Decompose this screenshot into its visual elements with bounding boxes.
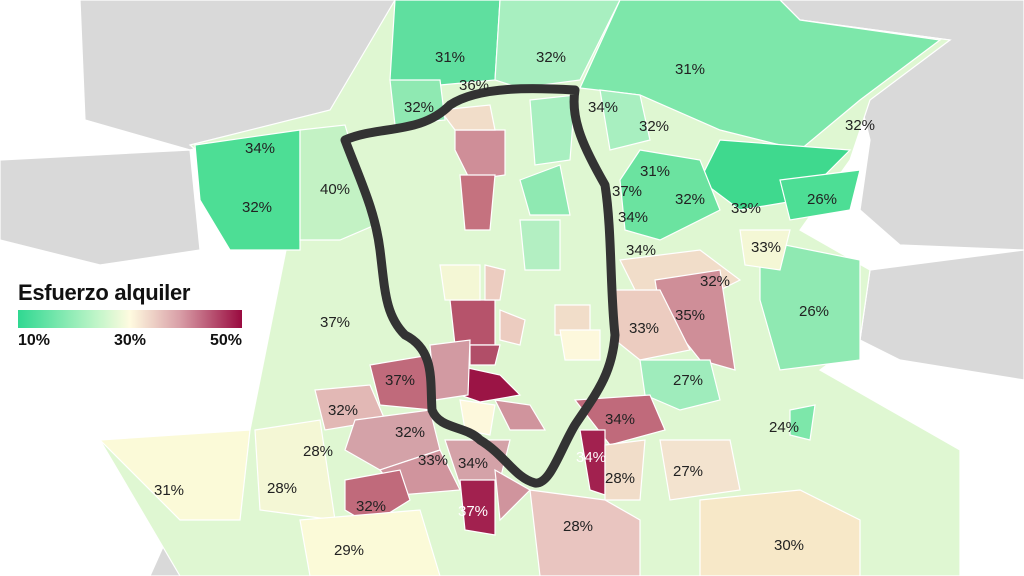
district-area [438, 104, 496, 131]
district-value-label: 31% [435, 49, 465, 66]
legend-title: Esfuerzo alquiler [18, 280, 191, 305]
district-value-label: 26% [807, 191, 837, 208]
district-value-label: 36% [459, 77, 489, 94]
district-value-label: 32% [675, 191, 705, 208]
district-value-label: 32% [845, 117, 875, 134]
district-value-label: 34% [245, 140, 275, 157]
legend-color-scale [18, 310, 242, 328]
district-area [604, 439, 646, 501]
district-area [699, 489, 861, 576]
district-area [389, 0, 501, 86]
district-value-label: 33% [418, 452, 448, 469]
district-value-label: 32% [356, 498, 386, 515]
district-value-label: 34% [458, 455, 488, 472]
district-area [789, 404, 816, 441]
district-area [459, 479, 496, 536]
districts [98, 0, 961, 576]
district-area [459, 399, 496, 436]
district-area [484, 264, 506, 301]
legend-tick-mid: 30% [113, 332, 147, 349]
district-value-label: 26% [799, 303, 829, 320]
district-value-label: 37% [458, 503, 488, 520]
district-area [429, 339, 471, 401]
district-area [469, 344, 501, 366]
district-area [194, 129, 301, 251]
district-area [449, 299, 496, 346]
district-value-label: 34% [605, 411, 635, 428]
district-area [599, 89, 651, 151]
district-area [529, 94, 576, 166]
district-value-label: 33% [629, 320, 659, 337]
legend: Esfuerzo alquiler 10% 30% 50% [18, 280, 242, 350]
district-area [493, 399, 547, 431]
district-area [779, 169, 861, 221]
district-value-label: 28% [605, 470, 635, 487]
district-area [619, 149, 721, 241]
district-value-label: 32% [639, 118, 669, 135]
district-value-label: 34% [618, 209, 648, 226]
district-value-label: 40% [320, 181, 350, 198]
district-value-label: 31% [675, 61, 705, 78]
district-value-label: 27% [673, 463, 703, 480]
district-value-label: 31% [640, 163, 670, 180]
district-value-label: 37% [612, 183, 642, 200]
district-area [494, 468, 531, 522]
district-value-label: 28% [267, 480, 297, 497]
district-area [299, 124, 376, 241]
district-area [459, 174, 496, 231]
district-area [519, 219, 561, 271]
district-value-label: 32% [328, 402, 358, 419]
district-value-label: 29% [334, 542, 364, 559]
district-value-label: 37% [385, 372, 415, 389]
district-value-label: 31% [154, 482, 184, 499]
district-area [519, 164, 571, 216]
district-value-label: 32% [242, 199, 272, 216]
district-value-label: 30% [774, 537, 804, 554]
district-value-label: 24% [769, 419, 799, 436]
district-area [299, 509, 441, 576]
district-value-label: 28% [303, 443, 333, 460]
legend-tick-low: 10% [18, 332, 51, 349]
district-value-label: 27% [673, 372, 703, 389]
district-value-label: 33% [751, 239, 781, 256]
district-area [494, 0, 621, 89]
legend-tick-high: 50% [209, 332, 242, 349]
district-labels: 31% 32% 31% 36% 32% 34% 32% 32% 34% 40% 31% 37% 32% 3… [154, 49, 875, 559]
district-value-label: 34% [576, 449, 606, 466]
district-value-label: 32% [395, 424, 425, 441]
district-area [559, 329, 601, 361]
district-area [739, 229, 791, 271]
district-area [529, 489, 641, 576]
district-value-label: 28% [563, 518, 593, 535]
district-area [659, 439, 741, 501]
district-value-label: 32% [536, 49, 566, 66]
district-area [98, 429, 251, 521]
district-area [439, 264, 481, 301]
district-area [639, 359, 721, 411]
outside-area [0, 149, 201, 266]
district-value-label: 33% [731, 200, 761, 217]
district-value-label: 37% [320, 314, 350, 331]
district-value-label: 35% [675, 307, 705, 324]
legend-ticks: 10% 30% 50% [18, 332, 242, 350]
district-area [759, 239, 861, 371]
outside-area [859, 249, 1024, 381]
district-area [499, 309, 526, 346]
district-value-label: 32% [404, 99, 434, 116]
district-value-label: 34% [588, 99, 618, 116]
district-value-label: 32% [700, 273, 730, 290]
district-value-label: 34% [626, 242, 656, 259]
m30-ring-outline [340, 84, 620, 488]
